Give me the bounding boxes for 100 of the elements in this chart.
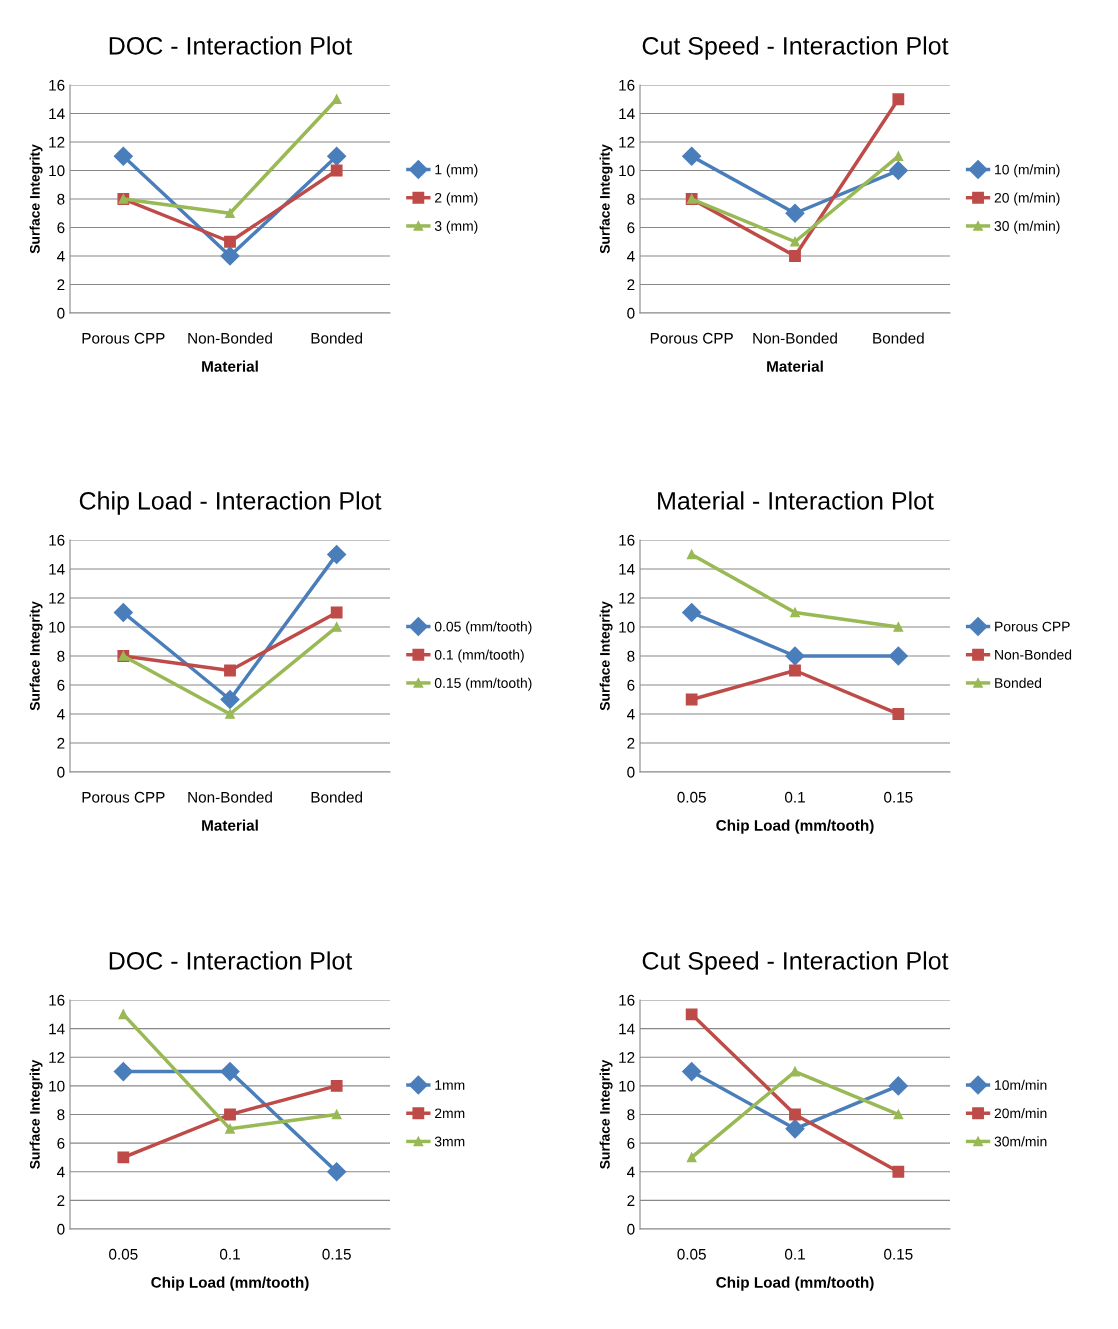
x-axis-title: Material: [767, 360, 823, 372]
y-tick-label: 4: [56, 709, 65, 720]
chart-title: DOC - Interaction Plot: [109, 951, 353, 970]
y-tick-label: 14: [619, 108, 635, 120]
y-tick-label: 16: [619, 994, 635, 1006]
y-axis-title: Surface Integrity: [29, 144, 43, 254]
y-tick-label: 10: [619, 1080, 635, 1092]
x-axis-title: Chip Load (mm/tooth): [716, 819, 874, 834]
y-tick-label: 0: [57, 307, 65, 319]
x-tick-label: Non-Bonded: [188, 332, 272, 344]
y-tick-label: 6: [57, 1137, 65, 1149]
legend-label: 0.05 (mm/tooth): [434, 621, 532, 635]
y-tick-label: 14: [619, 564, 635, 575]
x-tick-label: 0.05: [677, 1248, 706, 1260]
legend-label: 10 (m/min): [995, 164, 1060, 178]
x-tick-label: 0.1: [784, 1248, 805, 1260]
x-axis-title: Chip Load (mm/tooth): [151, 1276, 309, 1291]
y-tick-label: 6: [627, 1137, 635, 1149]
chart-title: Cut Speed - Interaction Plot: [642, 36, 949, 60]
legend-label: 3mm: [434, 1136, 465, 1147]
y-tick-label: 2: [57, 737, 65, 749]
y-tick-label: 16: [619, 534, 635, 546]
y-tick-label: 4: [626, 251, 635, 262]
legend-label: 3 (mm): [434, 220, 478, 234]
x-tick-label: Porous CPP: [650, 332, 733, 344]
y-tick-label: 8: [627, 650, 635, 662]
y-tick-label: 4: [56, 251, 65, 262]
legend-label: 20m/min: [994, 1108, 1047, 1119]
legend-label: 0.1 (mm/tooth): [434, 649, 524, 663]
y-tick-label: 6: [57, 222, 65, 234]
y-tick-label: 2: [627, 1195, 635, 1206]
y-tick-label: 4: [56, 1166, 65, 1178]
legend-label: 0.15 (mm/tooth): [434, 677, 532, 691]
y-tick-label: 12: [619, 136, 635, 148]
y-axis-title: Surface Integrity: [599, 144, 613, 254]
y-tick-label: 4: [626, 709, 635, 720]
x-tick-label: Non-Bonded: [188, 791, 272, 803]
y-axis-title: Surface Integrity: [29, 1059, 43, 1169]
y-tick-label: 0: [627, 1223, 635, 1235]
legend-label: 1 (mm): [435, 164, 478, 178]
x-tick-label: 0.05: [109, 1248, 138, 1260]
x-tick-label: Non-Bonded: [753, 332, 837, 344]
y-tick-label: 2: [57, 1195, 65, 1206]
y-tick-label: 8: [57, 1109, 65, 1121]
y-tick-label: 0: [57, 1223, 65, 1235]
y-tick-label: 16: [49, 994, 65, 1006]
y-tick-label: 0: [57, 766, 65, 778]
y-tick-label: 12: [619, 592, 635, 604]
legend-label: 1mm: [435, 1080, 465, 1090]
legend-label: 2mm: [435, 1108, 465, 1119]
chart-title: Material - Interaction Plot: [658, 491, 934, 510]
y-tick-label: 12: [49, 136, 65, 148]
x-tick-label: Bonded: [311, 791, 363, 803]
legend-label: Bonded: [995, 677, 1042, 688]
y-tick-label: 10: [49, 1080, 65, 1092]
x-tick-label: 0.15: [884, 1248, 913, 1260]
chart-title: Chip Load - Interaction Plot: [79, 491, 382, 515]
x-tick-label: 0.1: [219, 1248, 240, 1260]
y-tick-label: 0: [627, 766, 635, 778]
legend-label: 2 (mm): [435, 192, 478, 206]
x-tick-label: 0.15: [322, 1248, 351, 1260]
y-axis-title: Surface Integrity: [599, 601, 613, 711]
y-tick-label: 12: [49, 592, 65, 604]
y-tick-label: 16: [49, 534, 65, 546]
x-tick-label: 0.1: [784, 791, 805, 803]
x-axis-title: Material: [202, 819, 258, 831]
x-axis-title: Chip Load (mm/tooth): [716, 1276, 874, 1291]
x-axis-title: Material: [202, 360, 258, 372]
y-tick-label: 12: [49, 1052, 65, 1063]
legend-label: 30 (m/min): [994, 220, 1060, 234]
x-tick-label: 0.15: [884, 791, 913, 803]
y-tick-label: 10: [49, 165, 65, 177]
x-tick-label: Bonded: [873, 332, 924, 344]
y-tick-label: 16: [49, 79, 65, 91]
legend-label: 30m/min: [994, 1136, 1047, 1147]
chart-title: DOC - Interaction Plot: [109, 36, 353, 55]
y-tick-label: 8: [57, 193, 65, 205]
y-tick-label: 12: [619, 1052, 635, 1063]
y-tick-label: 8: [627, 193, 635, 205]
y-tick-label: 0: [627, 307, 635, 319]
y-tick-label: 6: [627, 222, 635, 234]
legend-label: 20 (m/min): [994, 192, 1060, 206]
x-tick-label: Porous CPP: [82, 332, 165, 344]
y-tick-label: 8: [627, 1109, 635, 1121]
y-axis-title: Surface Integrity: [29, 601, 43, 711]
y-tick-label: 4: [626, 1166, 635, 1178]
y-tick-label: 6: [627, 679, 635, 691]
chart-title: Cut Speed - Interaction Plot: [642, 951, 949, 975]
y-tick-label: 16: [619, 79, 635, 91]
y-tick-label: 2: [57, 279, 65, 291]
y-tick-label: 10: [49, 621, 65, 633]
y-tick-label: 14: [619, 1023, 635, 1035]
y-tick-label: 14: [49, 1023, 65, 1035]
legend-label: Porous CPP: [995, 621, 1070, 632]
legend-label: Non-Bonded: [995, 649, 1072, 660]
y-tick-label: 2: [627, 279, 635, 291]
y-tick-label: 2: [627, 737, 635, 749]
y-tick-label: 8: [57, 650, 65, 662]
y-tick-label: 6: [57, 679, 65, 691]
x-tick-label: 0.05: [677, 791, 706, 803]
